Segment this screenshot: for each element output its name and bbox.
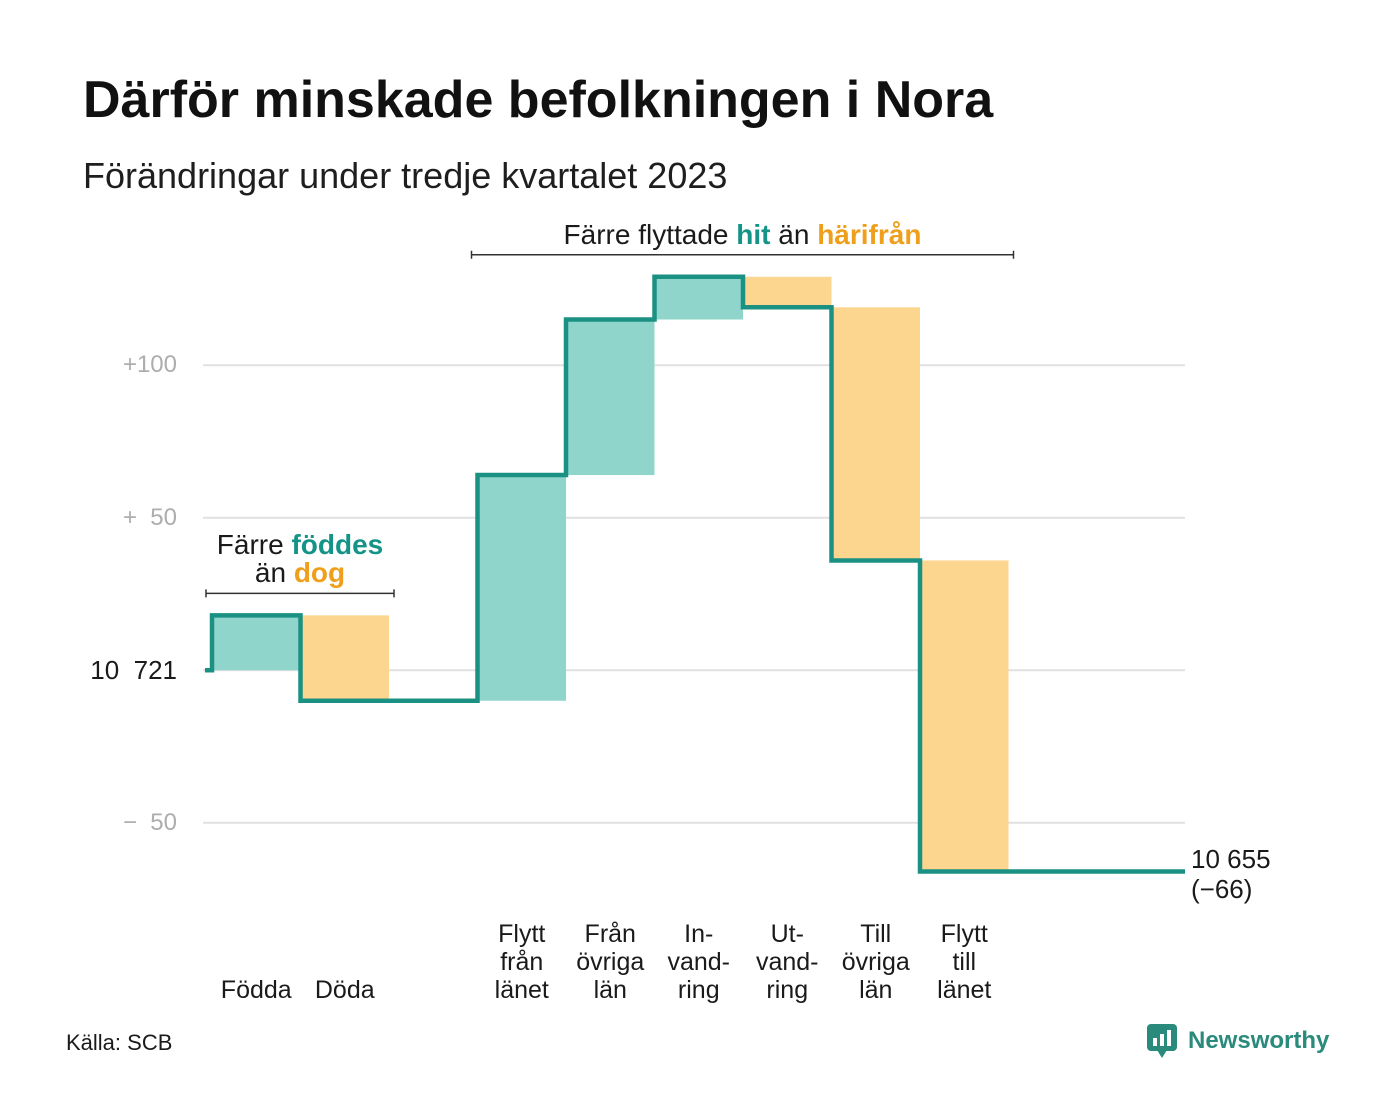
category-label-text: Flytt från länet [494, 920, 549, 1004]
annotation-line: Färre föddes [0, 531, 600, 559]
annotation-highlight: härifrån [817, 218, 922, 250]
category-label: Födda [206, 918, 306, 1004]
category-label: Från övriga län [560, 918, 660, 1004]
logo-bubble-tail [1157, 1050, 1167, 1058]
y-tick-label: +100 [122, 351, 177, 379]
category-label-text: Flytt till länet [937, 920, 992, 1004]
category-label-text: In- vand- ring [667, 920, 731, 1004]
source-note: Källa: SCB [66, 1030, 173, 1055]
annotation-highlight: föddes [291, 529, 384, 561]
annotation-bracket [205, 589, 395, 598]
category-label: Döda [295, 918, 395, 1004]
category-label: Flytt till länet [914, 918, 1014, 1004]
annotation-highlight: hit [736, 218, 771, 250]
final-population-value: 10 655 [1191, 843, 1271, 874]
logo-bar [1167, 1030, 1171, 1046]
decrease-bar [831, 307, 920, 561]
category-label: Ut- vand- ring [737, 918, 837, 1004]
y-tick-label: − 50 [122, 808, 177, 836]
increase-bar [212, 615, 301, 671]
annotation-highlight: dog [293, 557, 346, 589]
decrease-bar [743, 276, 832, 308]
increase-bar [654, 276, 743, 320]
category-label-text: Döda [314, 976, 375, 1004]
annotation-line: än dog [0, 559, 600, 587]
category-label-text: Från övriga län [576, 920, 645, 1004]
gridlines [203, 364, 1185, 824]
bars [212, 276, 1009, 872]
annotation-word: Färre [216, 529, 292, 561]
annotation-text: Färre föddes än dog [0, 531, 600, 587]
logo-bar [1160, 1034, 1164, 1046]
newsworthy-logo: Newsworthy [1147, 1022, 1329, 1060]
newsworthy-logo-icon [1147, 1024, 1177, 1058]
annotation-line: Färre flyttade hit än härifrån [443, 218, 1043, 250]
chart-title: Därför minskade befolkningen i Nora [83, 71, 994, 129]
decrease-bar [300, 615, 389, 701]
net-change-value: (−66) [1191, 873, 1253, 904]
annotation-brackets [205, 250, 1015, 598]
increase-bar [566, 319, 655, 476]
y-tick-label: + 50 [122, 503, 177, 531]
annotation-word: än [770, 218, 818, 250]
chart-subtitle: Förändringar under tredje kvartalet 2023 [83, 155, 728, 196]
final-value-label: 10 655 (−66) [1191, 844, 1271, 904]
increase-bar [477, 475, 566, 701]
category-label-text: Födda [220, 976, 292, 1004]
annotation-word: än [254, 557, 294, 589]
annotation-text: Färre flyttade hit än härifrån [443, 218, 1043, 250]
category-label-text: Ut- vand- ring [755, 920, 819, 1004]
category-label: Till övriga län [826, 918, 926, 1004]
annotation-bracket [470, 250, 1015, 259]
baseline-value-label: 10 721 [90, 655, 177, 686]
category-label-text: Till övriga län [841, 920, 910, 1004]
decrease-bar [920, 560, 1009, 872]
annotation-word: Färre flyttade [563, 218, 737, 250]
logo-bar [1153, 1038, 1157, 1046]
logo-text: Newsworthy [1188, 1027, 1330, 1054]
category-label: In- vand- ring [649, 918, 749, 1004]
cumulative-step-line [205, 274, 1185, 874]
category-label: Flytt från länet [472, 918, 572, 1004]
